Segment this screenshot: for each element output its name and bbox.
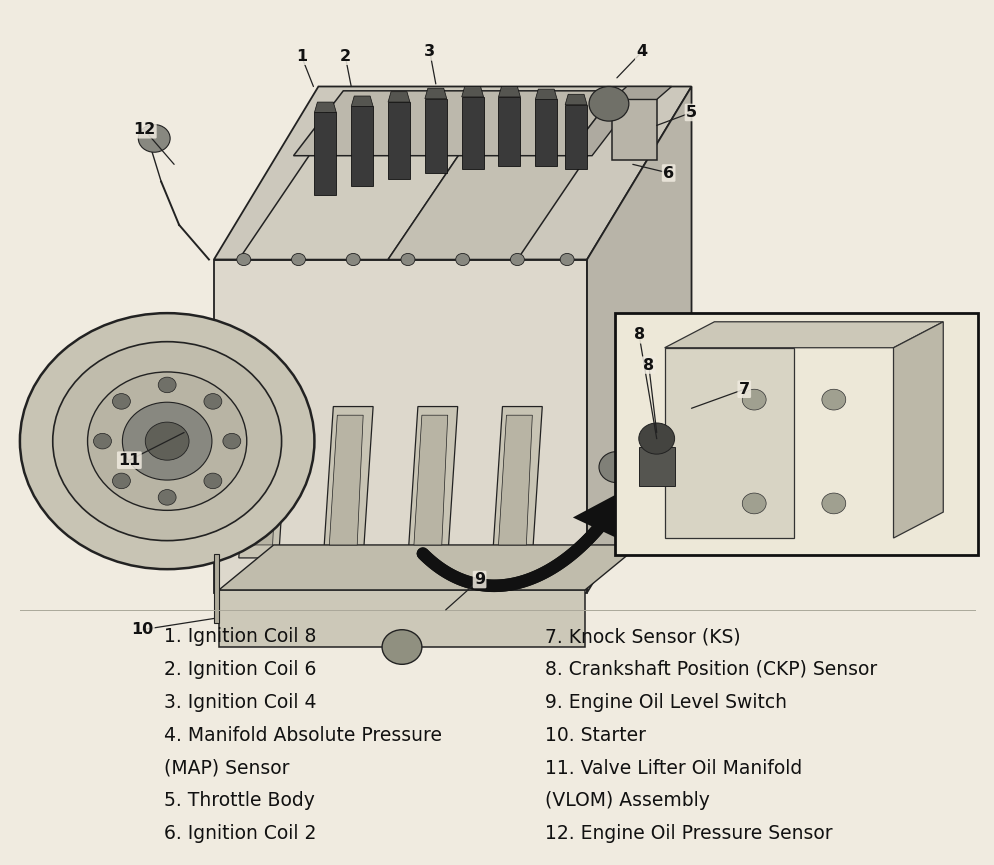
Text: 9: 9 <box>473 572 485 587</box>
Text: 2. Ignition Coil 6: 2. Ignition Coil 6 <box>164 660 316 679</box>
Polygon shape <box>329 415 363 545</box>
Text: (MAP) Sensor: (MAP) Sensor <box>164 759 289 778</box>
Circle shape <box>588 86 628 121</box>
Circle shape <box>112 473 130 489</box>
Text: (VLOM) Assembly: (VLOM) Assembly <box>545 791 710 811</box>
Text: 11. Valve Lifter Oil Manifold: 11. Valve Lifter Oil Manifold <box>545 759 802 778</box>
Circle shape <box>204 473 222 489</box>
Polygon shape <box>461 86 483 97</box>
Circle shape <box>87 372 247 510</box>
Polygon shape <box>245 415 278 545</box>
Circle shape <box>20 313 314 569</box>
Circle shape <box>346 253 360 266</box>
Polygon shape <box>638 447 674 486</box>
Polygon shape <box>351 96 373 106</box>
Polygon shape <box>565 94 586 105</box>
Polygon shape <box>214 554 219 623</box>
Circle shape <box>742 493 765 514</box>
Text: 7. Knock Sensor (KS): 7. Knock Sensor (KS) <box>545 627 741 646</box>
Polygon shape <box>498 97 520 166</box>
Text: 3: 3 <box>423 44 435 60</box>
Polygon shape <box>611 86 671 99</box>
Polygon shape <box>388 102 410 179</box>
Polygon shape <box>214 260 586 593</box>
Polygon shape <box>664 322 942 348</box>
Text: 6: 6 <box>662 165 674 181</box>
Text: 12: 12 <box>133 122 155 138</box>
Polygon shape <box>408 407 457 558</box>
Circle shape <box>742 389 765 410</box>
Polygon shape <box>535 99 557 166</box>
Text: 5: 5 <box>685 105 697 120</box>
Polygon shape <box>314 112 336 195</box>
Circle shape <box>93 433 111 449</box>
Polygon shape <box>893 322 942 538</box>
Text: 1. Ignition Coil 8: 1. Ignition Coil 8 <box>164 627 316 646</box>
Circle shape <box>204 394 222 409</box>
Circle shape <box>821 493 845 514</box>
Polygon shape <box>711 322 744 340</box>
Text: 11: 11 <box>118 452 140 468</box>
Circle shape <box>821 389 845 410</box>
Circle shape <box>112 394 130 409</box>
Polygon shape <box>565 105 586 169</box>
Circle shape <box>53 342 281 541</box>
Text: 2: 2 <box>339 48 351 64</box>
Circle shape <box>510 253 524 266</box>
Polygon shape <box>314 102 336 112</box>
Text: 3. Ignition Coil 4: 3. Ignition Coil 4 <box>164 693 316 712</box>
Circle shape <box>401 253 414 266</box>
Polygon shape <box>293 91 616 156</box>
Circle shape <box>122 402 212 480</box>
Circle shape <box>291 253 305 266</box>
Circle shape <box>382 630 421 664</box>
Circle shape <box>158 490 176 505</box>
Text: 12. Engine Oil Pressure Sensor: 12. Engine Oil Pressure Sensor <box>545 824 832 843</box>
Polygon shape <box>535 89 557 99</box>
Polygon shape <box>239 112 487 260</box>
Polygon shape <box>573 489 628 544</box>
Polygon shape <box>567 91 641 156</box>
Text: 10: 10 <box>131 622 153 638</box>
Polygon shape <box>664 348 793 538</box>
Polygon shape <box>388 92 410 102</box>
Text: 4: 4 <box>635 44 647 60</box>
Circle shape <box>223 433 241 449</box>
Circle shape <box>638 423 674 454</box>
Circle shape <box>158 377 176 393</box>
Polygon shape <box>424 99 446 173</box>
Text: 8. Crankshaft Position (CKP) Sensor: 8. Crankshaft Position (CKP) Sensor <box>545 660 877 679</box>
Text: 8: 8 <box>633 327 645 343</box>
Text: 8: 8 <box>642 357 654 373</box>
Polygon shape <box>219 545 639 590</box>
Text: 4. Manifold Absolute Pressure: 4. Manifold Absolute Pressure <box>164 726 441 745</box>
Bar <box>614 313 977 555</box>
Text: 7: 7 <box>738 381 749 397</box>
Text: 9. Engine Oil Level Switch: 9. Engine Oil Level Switch <box>545 693 786 712</box>
Polygon shape <box>461 97 483 169</box>
Polygon shape <box>219 590 584 647</box>
Polygon shape <box>239 407 288 558</box>
Circle shape <box>455 253 469 266</box>
Polygon shape <box>492 407 542 558</box>
Circle shape <box>237 253 250 266</box>
Polygon shape <box>351 106 373 186</box>
Polygon shape <box>214 86 691 260</box>
Polygon shape <box>323 407 373 558</box>
Polygon shape <box>498 86 520 97</box>
Polygon shape <box>414 415 447 545</box>
Text: 6. Ignition Coil 2: 6. Ignition Coil 2 <box>164 824 316 843</box>
Circle shape <box>598 452 634 483</box>
Polygon shape <box>498 415 532 545</box>
Polygon shape <box>424 88 446 99</box>
Text: 5. Throttle Body: 5. Throttle Body <box>164 791 315 811</box>
Circle shape <box>560 253 574 266</box>
Polygon shape <box>388 112 616 260</box>
Text: 10. Starter: 10. Starter <box>545 726 646 745</box>
Circle shape <box>145 422 189 460</box>
Polygon shape <box>611 99 656 160</box>
Text: 1: 1 <box>295 48 307 64</box>
Polygon shape <box>586 86 691 593</box>
Circle shape <box>138 125 170 152</box>
